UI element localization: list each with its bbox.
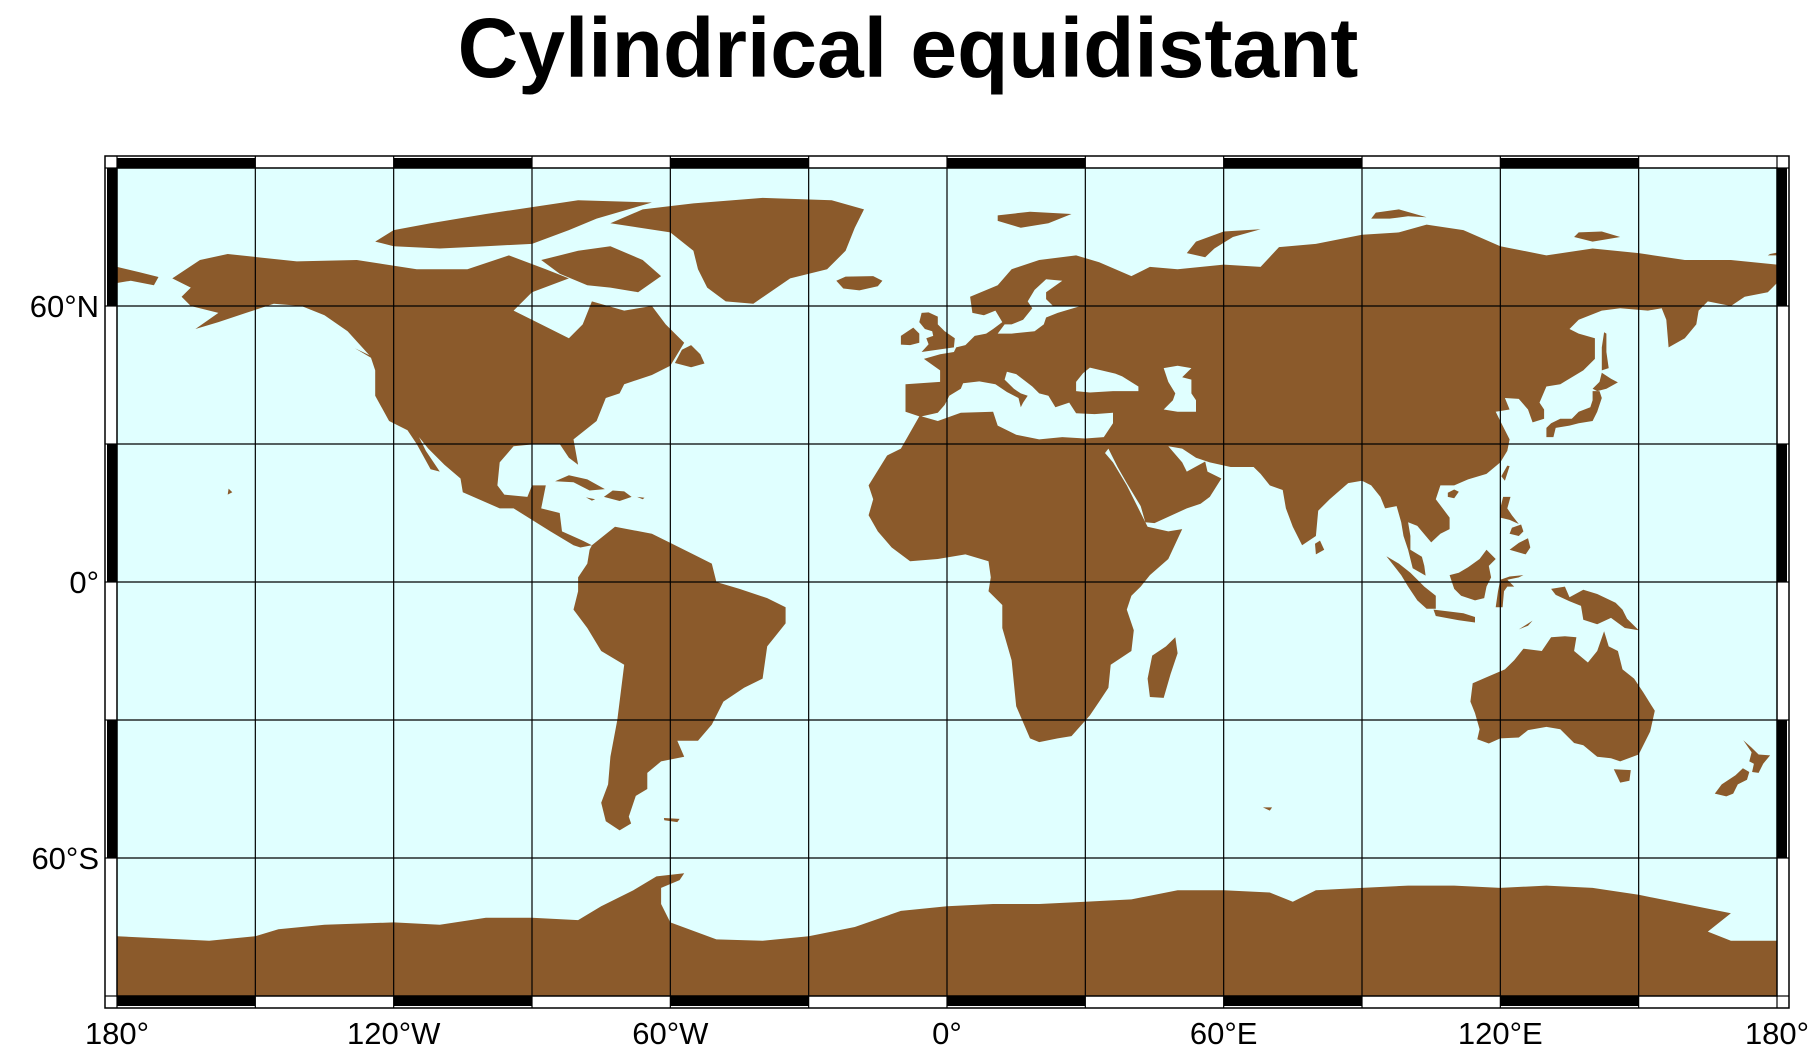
frame-segment bbox=[1777, 168, 1787, 306]
land-taiwan bbox=[1501, 465, 1510, 481]
frame-segment bbox=[1500, 158, 1639, 168]
frame-segment bbox=[670, 996, 809, 1006]
y-tick-label: 60°N bbox=[30, 289, 99, 324]
land-sulawesi bbox=[1495, 575, 1524, 608]
land-svalbard bbox=[997, 211, 1072, 228]
land-new-zealand-north bbox=[1743, 740, 1771, 773]
land-arctic-archipelago bbox=[375, 200, 652, 249]
frame-segment bbox=[947, 996, 1086, 1006]
land-new-siberian-islands bbox=[1574, 231, 1621, 242]
frame-segment bbox=[393, 996, 532, 1006]
x-tick-label: 0° bbox=[932, 1016, 962, 1051]
land-great-britain bbox=[919, 312, 955, 352]
land-falklands bbox=[663, 818, 680, 823]
land-new-guinea bbox=[1551, 586, 1639, 631]
map-frame bbox=[104, 155, 1790, 1009]
land-madagascar bbox=[1147, 637, 1178, 698]
land-jamaica bbox=[586, 497, 596, 501]
frame-segment bbox=[1777, 720, 1787, 858]
land-cuba bbox=[555, 475, 605, 491]
axis-labels: 180° 120°W 60°W 0° 60°E 120°E 180° 60°N 0° 60°S bbox=[30, 289, 1809, 1051]
land-timor bbox=[1518, 620, 1533, 630]
land-south-america bbox=[573, 526, 786, 831]
land-new-zealand-south bbox=[1714, 768, 1750, 797]
land-mediterranean-sea bbox=[921, 371, 1113, 440]
land-afro-eurasia bbox=[868, 224, 1777, 743]
frame-segment bbox=[1500, 996, 1639, 1006]
land-newfoundland bbox=[674, 345, 705, 368]
land-chukotka-west bbox=[117, 266, 159, 286]
land-puerto-rico bbox=[637, 496, 645, 500]
x-tick-label: 120°W bbox=[347, 1016, 441, 1051]
land-java bbox=[1433, 609, 1475, 623]
land-hawaii bbox=[227, 488, 233, 495]
land-australia bbox=[1470, 631, 1655, 762]
land-tasmania bbox=[1613, 769, 1631, 783]
land-novaya-zemlya bbox=[1186, 229, 1261, 258]
frame-segment bbox=[107, 168, 117, 306]
land-hokkaido bbox=[1592, 372, 1618, 392]
frame-segment bbox=[1777, 444, 1787, 582]
x-tick-label: 180° bbox=[85, 1016, 149, 1051]
x-tick-label: 180° bbox=[1745, 1016, 1809, 1051]
land-japan bbox=[1546, 391, 1602, 438]
land-iceland bbox=[836, 276, 883, 291]
land-sri-lanka bbox=[1315, 540, 1325, 555]
land-sakhalin bbox=[1601, 332, 1609, 371]
land-kerguelen bbox=[1262, 807, 1273, 811]
land-mindanao bbox=[1509, 538, 1531, 555]
land-greenland bbox=[610, 197, 864, 304]
map-title: Cylindrical equidistant bbox=[457, 1, 1359, 95]
frame-segment bbox=[117, 158, 256, 168]
frame-segment bbox=[393, 158, 532, 168]
land-vancouver-island bbox=[354, 348, 378, 360]
land-baffin-island bbox=[541, 246, 662, 293]
x-tick-label: 60°E bbox=[1190, 1016, 1258, 1051]
land-black-sea bbox=[1076, 367, 1139, 393]
land-luzon bbox=[1500, 496, 1519, 524]
y-tick-label: 60°S bbox=[31, 841, 99, 876]
land-caspian-sea bbox=[1163, 365, 1196, 412]
land-ireland bbox=[900, 327, 920, 346]
frame-segment bbox=[107, 444, 117, 582]
frame-segment bbox=[947, 158, 1086, 168]
x-tick-label: 60°W bbox=[632, 1016, 709, 1051]
frame-segment bbox=[1223, 158, 1362, 168]
frame-segment bbox=[1223, 996, 1362, 1006]
graticule bbox=[117, 168, 1777, 996]
frame-segment bbox=[117, 996, 256, 1006]
x-tick-label: 120°E bbox=[1458, 1016, 1543, 1051]
land-north-america bbox=[172, 254, 685, 548]
land-severnaya-zemlya bbox=[1371, 209, 1427, 219]
land-hainan bbox=[1447, 489, 1459, 499]
land-visayas bbox=[1509, 524, 1524, 536]
land-hispaniola bbox=[603, 490, 632, 501]
frame-segment bbox=[107, 720, 117, 858]
y-tick-label: 0° bbox=[69, 565, 99, 600]
land-wrangel-island bbox=[1767, 252, 1777, 256]
land-borneo bbox=[1449, 549, 1496, 601]
frame-segment bbox=[670, 158, 809, 168]
